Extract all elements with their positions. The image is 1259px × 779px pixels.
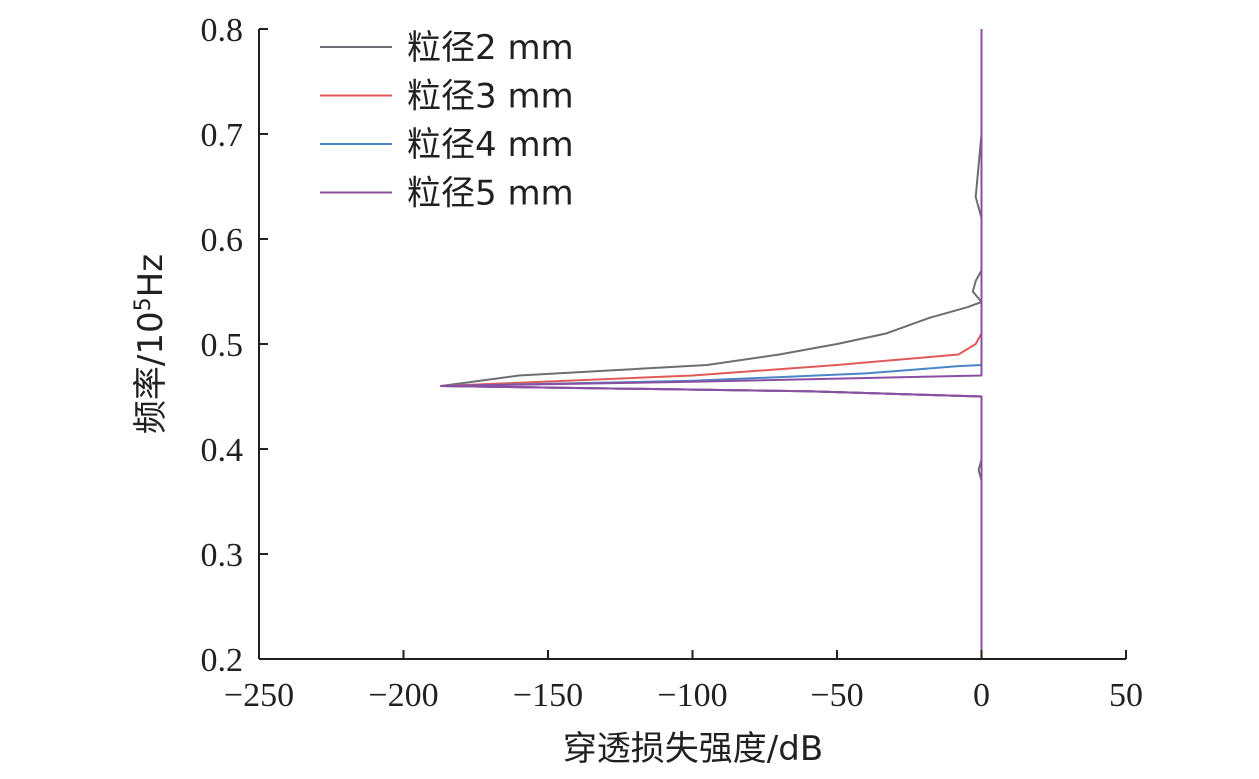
legend-label: 粒径2 mm [407,28,574,68]
y-tick-label: 0.6 [201,222,244,259]
y-tick-label: 0.3 [201,537,244,574]
legend-label: 粒径4 mm [407,125,574,165]
x-tick-label: −50 [810,677,863,714]
legend-label: 粒径5 mm [407,174,574,214]
y-axis-title-superscript: 5 [131,297,156,311]
series-line-3mm [440,29,983,659]
y-tick-label: 0.2 [201,642,244,679]
y-axis-title: 频率/105Hz [131,254,171,434]
x-tick-label: −200 [368,677,438,714]
y-tick-label: 0.8 [201,12,244,49]
x-axis-title: 穿透损失强度/dB [563,729,823,769]
x-axis-ticks: −250 −200 −150 −100 −50 0 50 [224,650,1143,714]
y-axis-title-suffix: Hz [131,254,171,297]
x-tick-label: 50 [1109,677,1143,714]
series-line-4mm [440,29,983,659]
x-tick-label: −250 [224,677,294,714]
x-tick-label: −150 [513,677,583,714]
series-layer [440,29,983,659]
y-axis-title-prefix: 频率/10 [131,311,171,434]
y-axis-ticks: 0.2 0.3 0.4 0.5 0.6 0.7 0.8 [201,12,268,679]
series-line-5mm [440,29,983,659]
y-tick-label: 0.7 [201,117,244,154]
y-tick-label: 0.4 [201,432,244,469]
legend-label: 粒径3 mm [407,77,574,117]
series-line-2mm [440,29,983,659]
x-tick-label: 0 [973,677,990,714]
legend: 粒径2 mm 粒径3 mm 粒径4 mm 粒径5 mm [320,28,574,214]
y-tick-label: 0.5 [201,327,244,364]
x-tick-label: −100 [657,677,727,714]
